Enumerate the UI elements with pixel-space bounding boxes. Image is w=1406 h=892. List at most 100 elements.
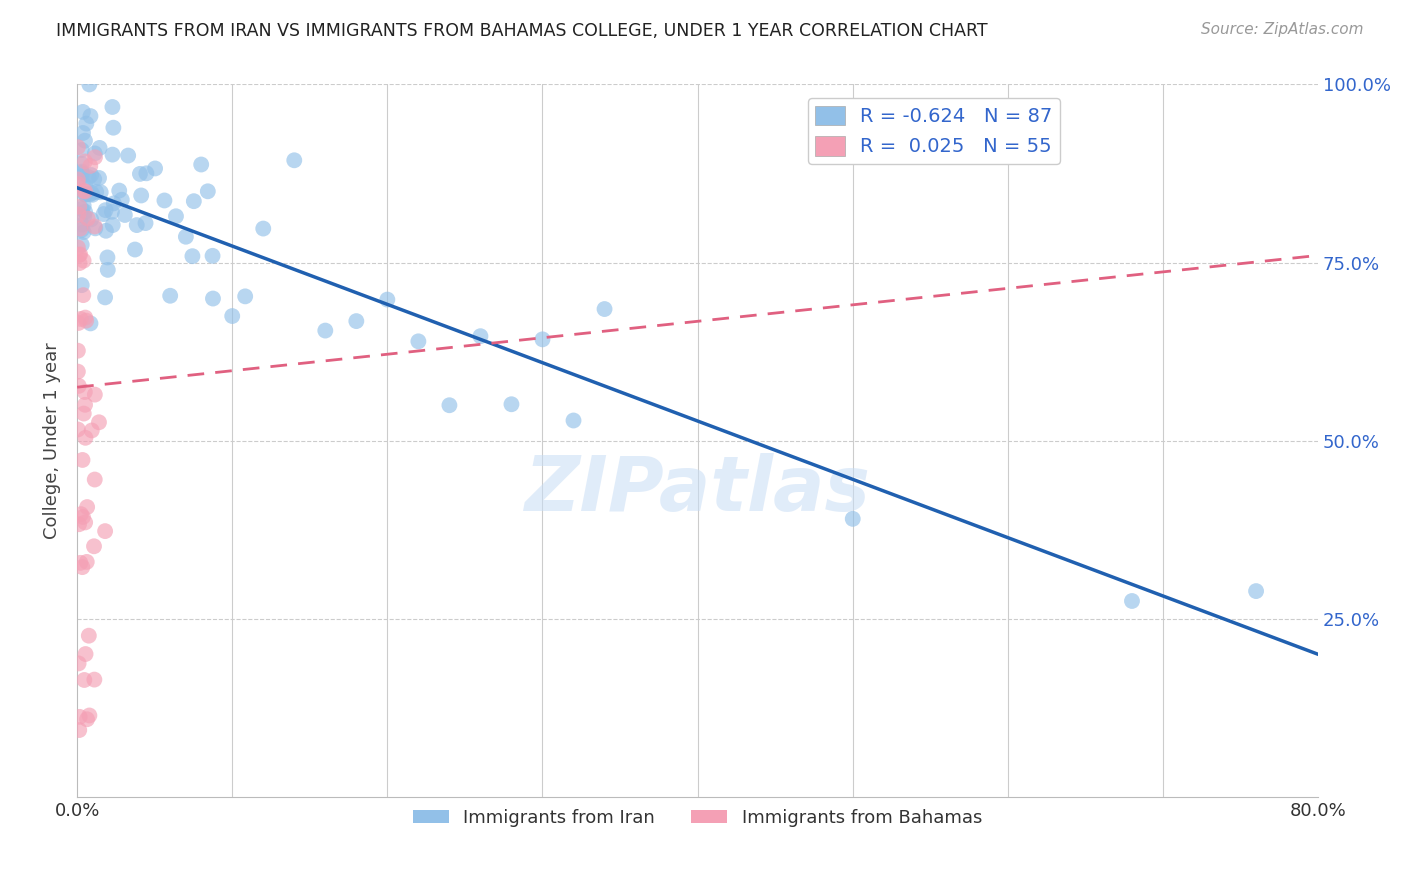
- Point: [72, 253, 94, 268]
- Point: [117, 148, 139, 162]
- Point: [501, 397, 523, 411]
- Point: [73, 225, 96, 239]
- Point: [83, 146, 105, 161]
- Point: [94, 290, 117, 304]
- Point: [79, 708, 101, 723]
- Point: [101, 204, 124, 219]
- Point: [67, 517, 90, 532]
- Point: [83, 172, 105, 186]
- Point: [79, 109, 101, 123]
- Point: [94, 203, 117, 218]
- Point: [76, 500, 98, 514]
- Point: [80, 424, 103, 438]
- Point: [66, 422, 89, 436]
- Point: [69, 221, 91, 235]
- Point: [108, 184, 131, 198]
- Point: [94, 224, 117, 238]
- Point: [233, 289, 256, 303]
- Point: [470, 329, 492, 343]
- Point: [66, 240, 89, 254]
- Point: [143, 161, 166, 176]
- Point: [73, 154, 96, 169]
- Point: [70, 237, 93, 252]
- Point: [101, 100, 124, 114]
- Point: [73, 187, 96, 202]
- Point: [101, 218, 124, 232]
- Point: [1121, 594, 1143, 608]
- Point: [73, 384, 96, 399]
- Point: [69, 256, 91, 270]
- Point: [75, 516, 97, 530]
- Point: [201, 249, 224, 263]
- Point: [111, 193, 134, 207]
- Point: [593, 301, 616, 316]
- Point: [93, 207, 115, 221]
- Point: [197, 184, 219, 198]
- Point: [80, 186, 103, 200]
- Point: [125, 218, 148, 232]
- Legend: Immigrants from Iran, Immigrants from Bahamas: Immigrants from Iran, Immigrants from Ba…: [406, 802, 990, 834]
- Point: [408, 334, 430, 349]
- Point: [70, 157, 93, 171]
- Point: [70, 278, 93, 293]
- Point: [66, 343, 89, 358]
- Point: [73, 199, 96, 213]
- Point: [76, 555, 98, 569]
- Point: [80, 212, 103, 227]
- Point: [201, 292, 224, 306]
- Point: [72, 453, 94, 467]
- Y-axis label: College, Under 1 year: College, Under 1 year: [44, 343, 60, 539]
- Point: [344, 314, 367, 328]
- Point: [70, 143, 93, 157]
- Point: [103, 196, 125, 211]
- Point: [75, 313, 97, 327]
- Point: [73, 204, 96, 219]
- Point: [842, 512, 865, 526]
- Point: [83, 387, 105, 401]
- Point: [439, 398, 461, 412]
- Point: [94, 524, 117, 538]
- Point: [76, 211, 98, 226]
- Point: [69, 710, 91, 724]
- Point: [252, 221, 274, 235]
- Point: [83, 673, 105, 687]
- Text: ZIPatlas: ZIPatlas: [524, 453, 870, 527]
- Point: [67, 379, 90, 393]
- Point: [70, 164, 93, 178]
- Point: [72, 126, 94, 140]
- Point: [124, 243, 146, 257]
- Point: [66, 177, 89, 191]
- Point: [531, 332, 554, 346]
- Point: [70, 169, 93, 184]
- Point: [70, 218, 93, 232]
- Point: [75, 185, 97, 199]
- Point: [377, 293, 399, 307]
- Point: [135, 166, 157, 180]
- Point: [72, 288, 94, 302]
- Point: [69, 312, 91, 326]
- Point: [75, 310, 97, 325]
- Point: [66, 172, 89, 186]
- Point: [84, 185, 107, 199]
- Point: [129, 167, 152, 181]
- Point: [174, 229, 197, 244]
- Point: [70, 202, 93, 216]
- Point: [80, 168, 103, 182]
- Point: [76, 712, 98, 726]
- Point: [75, 647, 97, 661]
- Point: [79, 159, 101, 173]
- Point: [129, 188, 152, 202]
- Point: [72, 104, 94, 119]
- Point: [79, 187, 101, 202]
- Text: Source: ZipAtlas.com: Source: ZipAtlas.com: [1201, 22, 1364, 37]
- Point: [69, 556, 91, 570]
- Point: [79, 317, 101, 331]
- Point: [66, 140, 89, 154]
- Point: [73, 407, 96, 421]
- Point: [66, 365, 89, 379]
- Point: [89, 141, 111, 155]
- Point: [1244, 584, 1267, 599]
- Point: [135, 216, 157, 230]
- Point: [67, 723, 90, 737]
- Point: [67, 657, 90, 671]
